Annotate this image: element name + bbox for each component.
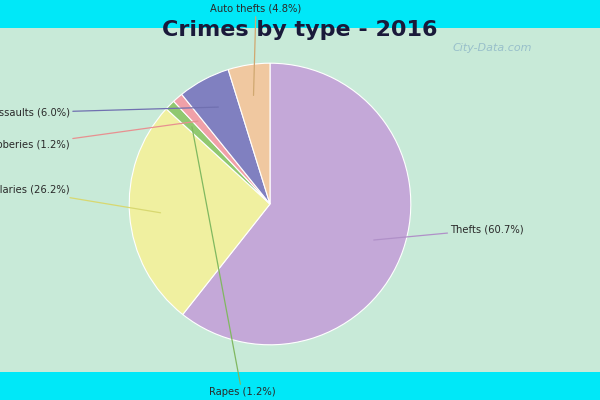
Wedge shape [129, 109, 270, 314]
Text: Assaults (6.0%): Assaults (6.0%) [0, 107, 218, 118]
Wedge shape [228, 63, 270, 204]
Text: Thefts (60.7%): Thefts (60.7%) [374, 224, 524, 240]
Wedge shape [173, 94, 270, 204]
Text: Crimes by type - 2016: Crimes by type - 2016 [162, 20, 438, 40]
Wedge shape [166, 101, 270, 204]
Text: City-Data.com: City-Data.com [452, 43, 532, 53]
Text: Auto thefts (4.8%): Auto thefts (4.8%) [210, 4, 302, 96]
Text: Burglaries (26.2%): Burglaries (26.2%) [0, 185, 161, 213]
Wedge shape [183, 63, 411, 345]
Text: Robberies (1.2%): Robberies (1.2%) [0, 121, 198, 150]
Text: Rapes (1.2%): Rapes (1.2%) [192, 127, 275, 397]
Wedge shape [182, 70, 270, 204]
